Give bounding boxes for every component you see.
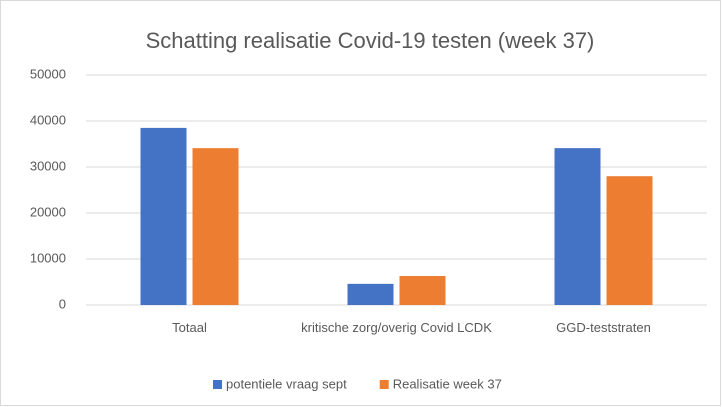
bar: [399, 276, 446, 305]
legend-swatch: [379, 380, 389, 389]
legend-label: potentiele vraag sept: [226, 376, 347, 391]
y-tick-label: 20000: [30, 204, 66, 219]
y-tick-label: 10000: [30, 250, 66, 265]
x-tick-label: kritische zorg/overig Covid LCDK: [301, 320, 492, 335]
bar: [606, 176, 653, 305]
y-tick-label: 0: [59, 296, 66, 311]
bar: [192, 148, 239, 305]
y-tick-label: 30000: [30, 158, 66, 173]
x-tick-label: Totaal: [172, 320, 207, 335]
bar: [347, 283, 394, 305]
x-tick-label: GGD-teststraten: [556, 320, 651, 335]
legend-label: Realisatie week 37: [393, 376, 502, 391]
y-tick-label: 50000: [30, 66, 66, 81]
bar: [554, 148, 601, 305]
bar: [140, 127, 187, 306]
legend-swatch: [213, 380, 222, 389]
y-tick-label: 40000: [30, 112, 66, 127]
chart-title: Schatting realisatie Covid-19 testen (we…: [146, 28, 595, 53]
